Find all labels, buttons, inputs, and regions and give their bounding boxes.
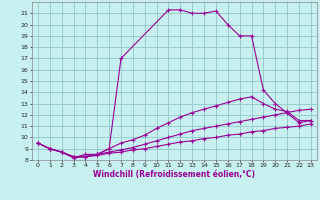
X-axis label: Windchill (Refroidissement éolien,°C): Windchill (Refroidissement éolien,°C) [93, 170, 255, 179]
